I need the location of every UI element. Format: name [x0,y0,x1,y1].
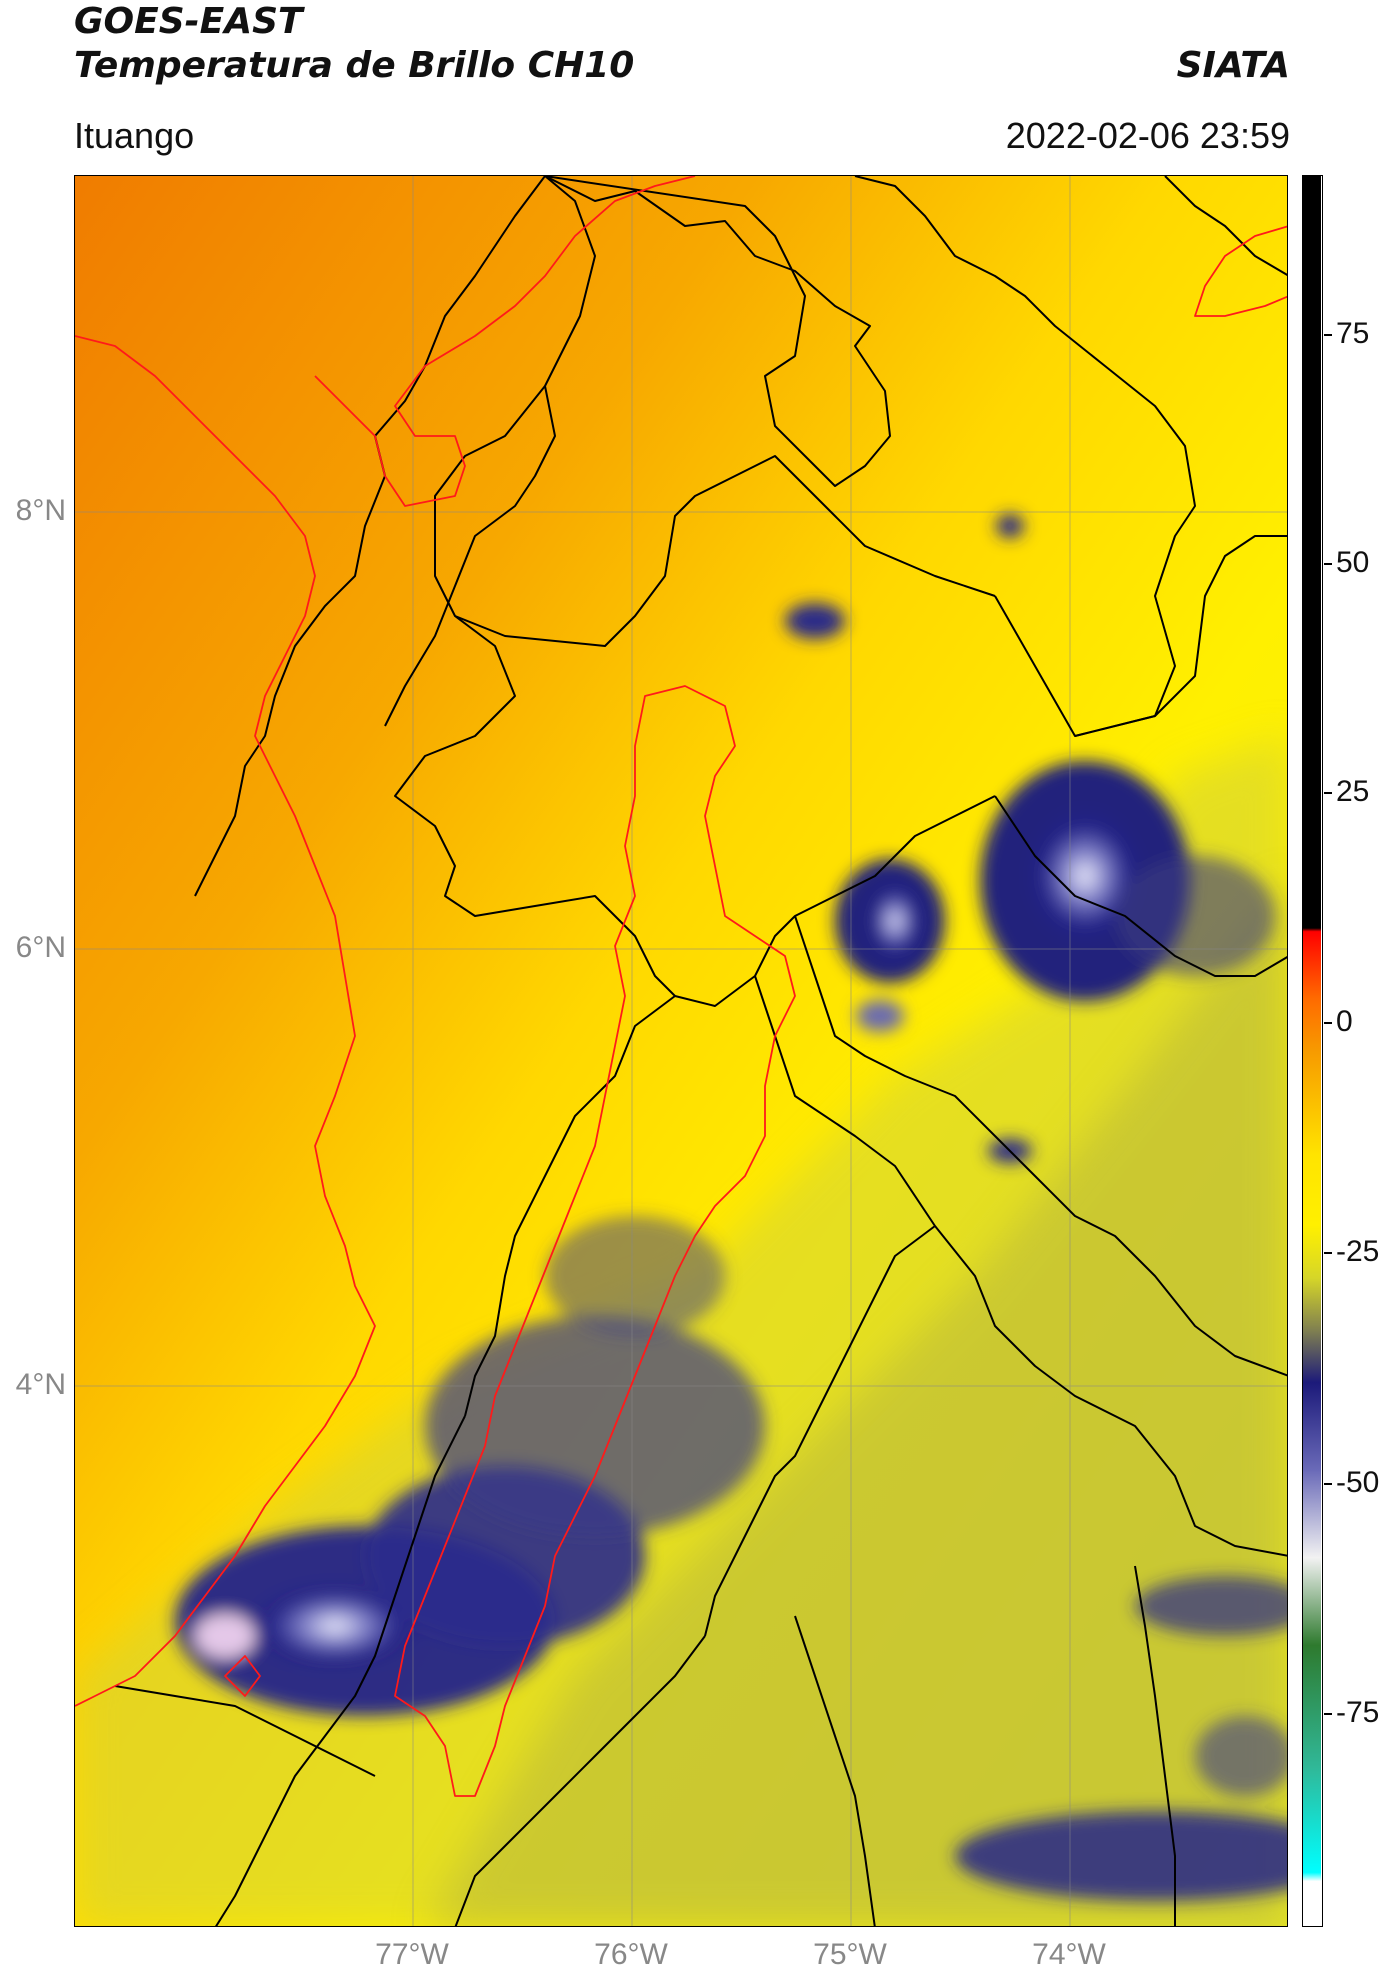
colorbar-tick [1324,1713,1332,1715]
region-label: Ituango [74,115,195,156]
colorbar-label-50: 50 [1336,546,1370,579]
colorbar-tick [1324,1022,1332,1024]
basin-outline [394,685,796,1797]
department-borders [114,176,1287,1926]
coastline [75,176,1287,1707]
colorbar-tick [1324,334,1332,336]
colorbar-label-0: 0 [1336,1005,1353,1038]
colorbar-tick [1324,1252,1332,1254]
lon-label-76w: 76°W [594,1938,668,1971]
lat-label-6n: 6°N [15,931,66,964]
colorbar-label-25: 25 [1336,775,1370,808]
timestamp-label: 2022-02-06 23:59 [1005,115,1290,156]
colorbar-tick [1324,792,1332,794]
lon-label-75w: 75°W [813,1938,887,1971]
brand-label: SIATA [1176,45,1290,86]
lon-label-74w: 74°W [1032,1938,1106,1971]
map-canvas [75,176,1287,1926]
satellite-title: GOES-EAST [74,1,303,42]
colorbar-tick [1324,1483,1332,1485]
colorbar-label-minus50: -50 [1336,1466,1380,1499]
lat-label-4n: 4°N [15,1368,66,1401]
temperature-colorbar [1302,175,1323,1927]
satellite-map[interactable] [74,175,1288,1927]
colorbar-label-minus75: -75 [1336,1696,1380,1729]
colorbar-tick [1324,563,1332,565]
product-title: Temperatura de Brillo CH10 [74,45,635,86]
lon-label-77w: 77°W [375,1938,449,1971]
title-block: GOES-EAST Temperatura de Brillo CH10 [74,0,634,88]
graticule [75,176,1287,1926]
colorbar-label-75: 75 [1336,317,1370,350]
cooler-zone [426,878,1287,1926]
lat-label-8n: 8°N [15,494,66,527]
colorbar-label-minus25: -25 [1336,1235,1380,1268]
